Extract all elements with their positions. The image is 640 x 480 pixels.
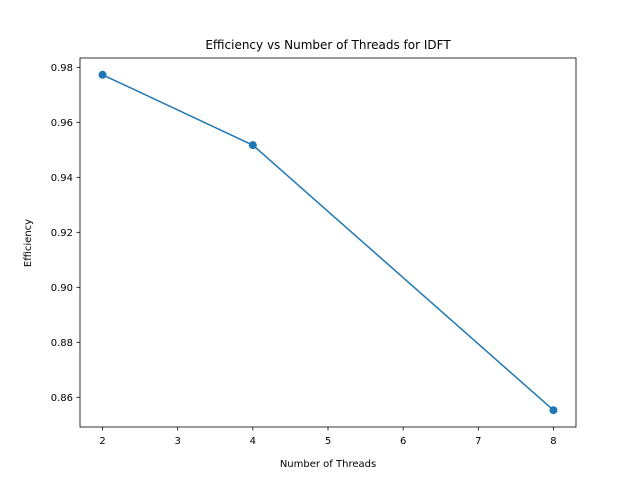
y-axis-label: Efficiency — [23, 219, 34, 267]
data-point — [98, 70, 107, 79]
chart-title: Efficiency vs Number of Threads for IDFT — [205, 38, 451, 52]
x-axis: 2 3 4 5 6 7 8 — [99, 427, 557, 447]
x-tick-label: 5 — [325, 436, 331, 447]
y-tick-label: 0.96 — [51, 118, 73, 129]
x-tick-label: 3 — [175, 436, 181, 447]
x-tick-label: 7 — [475, 436, 481, 447]
data-point — [248, 141, 257, 150]
y-tick-label: 0.98 — [51, 63, 73, 74]
y-tick-label: 0.92 — [51, 228, 73, 239]
plot-area — [98, 70, 558, 415]
plot-frame — [79, 57, 577, 428]
x-tick-label: 4 — [250, 436, 256, 447]
y-axis: 0.86 0.88 0.90 0.92 0.94 0.96 0.98 — [51, 63, 80, 404]
data-point — [549, 406, 558, 415]
y-tick-label: 0.90 — [51, 283, 73, 294]
x-tick-label: 8 — [550, 436, 556, 447]
x-axis-label: Number of Threads — [280, 459, 376, 470]
y-tick-label: 0.88 — [51, 338, 73, 349]
y-tick-label: 0.86 — [51, 393, 73, 404]
x-tick-label: 2 — [99, 436, 105, 447]
x-tick-label: 6 — [400, 436, 406, 447]
y-tick-label: 0.94 — [51, 173, 73, 184]
